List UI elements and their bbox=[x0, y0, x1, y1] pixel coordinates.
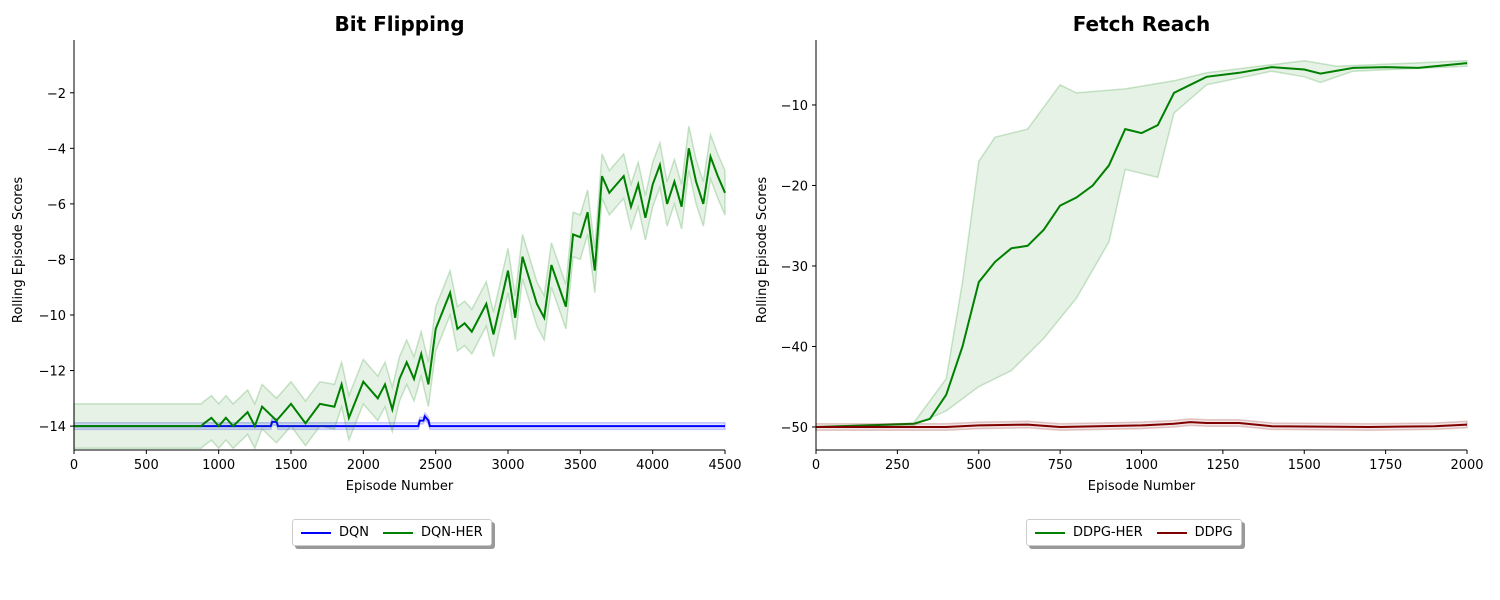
x-axis-label: Episode Number bbox=[346, 479, 454, 494]
legend-item-dqn: DQN bbox=[301, 525, 369, 540]
x-tick-label: 0 bbox=[70, 458, 78, 473]
x-tick-label: 500 bbox=[134, 458, 159, 473]
legend-fetch-reach: DDPG-HER DDPG bbox=[1026, 519, 1242, 546]
y-tick-label: −10 bbox=[781, 99, 808, 114]
y-tick-label: −50 bbox=[781, 421, 808, 436]
x-tick-label: 1500 bbox=[1288, 458, 1321, 473]
y-tick-label: −2 bbox=[47, 87, 66, 102]
x-tick-label: 4000 bbox=[636, 458, 669, 473]
x-tick-label: 3500 bbox=[564, 458, 597, 473]
legend-item-dqn-her: DQN-HER bbox=[382, 525, 483, 540]
x-tick-label: 500 bbox=[966, 458, 991, 473]
confidence-band-ddpg-her bbox=[815, 59, 1468, 428]
legend-swatch bbox=[301, 531, 331, 534]
series-line-ddpg bbox=[816, 421, 1468, 429]
x-tick-label: 4500 bbox=[708, 458, 741, 473]
confidence-band-dqn-her bbox=[73, 125, 726, 451]
chart-0: 0 500 1000 1500 2000 2500 3000 3500 4000 4500 −14 −… bbox=[11, 12, 742, 494]
legend-label: DQN-HER bbox=[420, 525, 483, 540]
legend-swatch bbox=[1035, 531, 1065, 534]
legend-label: DQN bbox=[339, 525, 369, 540]
x-tick-label: 2500 bbox=[419, 458, 452, 473]
y-tick-label: −6 bbox=[47, 198, 66, 213]
x-tick-label: 1250 bbox=[1206, 458, 1239, 473]
x-tick-label: 1000 bbox=[202, 458, 235, 473]
series-line-dqn bbox=[74, 414, 725, 428]
y-axis-label: Rolling Episode Scores bbox=[11, 177, 26, 323]
x-tick-label: 2000 bbox=[347, 458, 380, 473]
x-tick-label: 0 bbox=[812, 458, 820, 473]
legend-swatch bbox=[1156, 531, 1187, 534]
chart-title: Bit Flipping bbox=[334, 12, 464, 36]
x-tick-label: 1750 bbox=[1369, 458, 1402, 473]
legend-item-ddpg-her: DDPG-HER bbox=[1035, 525, 1143, 540]
series-line-ddpg-her bbox=[815, 62, 1468, 428]
legend-item-ddpg: DDPG bbox=[1156, 525, 1233, 540]
y-tick-label: −40 bbox=[781, 340, 808, 355]
legend-swatch bbox=[382, 531, 413, 534]
y-axis-label: Rolling Episode Scores bbox=[755, 177, 770, 323]
x-tick-label: 2000 bbox=[1450, 458, 1483, 473]
y-tick-label: −14 bbox=[39, 420, 66, 435]
y-tick-label: −4 bbox=[47, 142, 66, 157]
legend-label: DDPG bbox=[1194, 525, 1233, 540]
x-tick-label: 1000 bbox=[1125, 458, 1158, 473]
legend-bit-flipping: DQN DQN-HER bbox=[292, 519, 492, 546]
x-tick-label: 1500 bbox=[274, 458, 307, 473]
x-tick-label: 250 bbox=[885, 458, 910, 473]
chart-title: Fetch Reach bbox=[1073, 12, 1211, 36]
series-line-dqn-her bbox=[74, 148, 726, 429]
x-tick-label: 3000 bbox=[491, 458, 524, 473]
y-tick-label: −8 bbox=[47, 253, 66, 268]
y-tick-label: −12 bbox=[39, 365, 66, 380]
chart-1: 0 250 500 750 1000 1250 1500 1750 2000 −50 −40 −30 −… bbox=[755, 12, 1484, 494]
x-axis-label: Episode Number bbox=[1088, 479, 1196, 494]
y-tick-label: −20 bbox=[781, 179, 808, 194]
x-tick-label: 750 bbox=[1048, 458, 1073, 473]
y-tick-label: −10 bbox=[39, 309, 66, 324]
y-tick-label: −30 bbox=[781, 260, 808, 275]
legend-label: DDPG-HER bbox=[1073, 525, 1143, 540]
